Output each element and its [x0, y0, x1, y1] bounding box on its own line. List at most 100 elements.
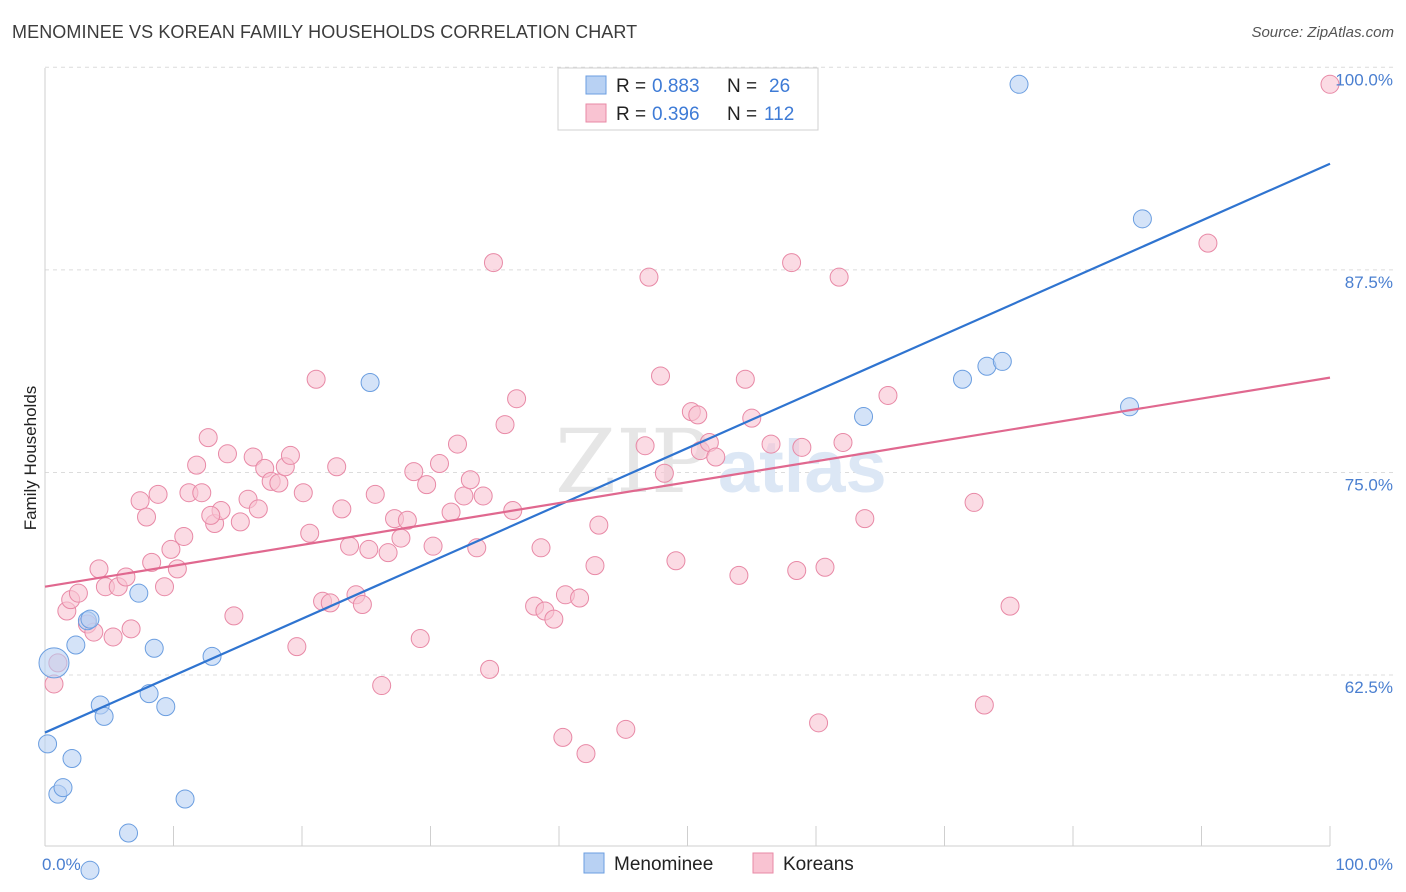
menominee-point-6: [80, 860, 100, 880]
korean-point-103: [833, 432, 853, 452]
x-tick-label-0: 0.0%: [42, 855, 81, 874]
korean-point-52: [378, 543, 398, 563]
y-axis-title: Family Households: [21, 386, 40, 531]
legend-menominee-r-label: R =: [616, 76, 646, 97]
korean-point-89: [688, 405, 708, 425]
menominee-point-3: [62, 748, 82, 768]
korean-point-29: [230, 512, 250, 532]
korean-point-102: [829, 267, 849, 287]
korean-point-64: [460, 470, 480, 490]
korean-point-106: [964, 492, 984, 512]
bottom-legend-menominee-swatch: [583, 852, 605, 874]
korean-point-12: [121, 619, 141, 639]
korean-point-83: [635, 436, 655, 456]
menominee-points: [38, 74, 1152, 880]
korean-point-35: [269, 473, 289, 493]
menominee-point-14: [156, 697, 176, 717]
legend-koreans-n-label: N =: [727, 104, 757, 125]
menominee-point-24: [992, 351, 1012, 371]
korean-point-71: [507, 389, 527, 409]
menominee-point-17: [360, 373, 380, 393]
legend-menominee-n-value: 26: [769, 76, 790, 97]
menominee-point-2: [53, 778, 73, 798]
korean-point-109: [1198, 233, 1218, 253]
korean-point-66: [473, 486, 493, 506]
korean-point-82: [616, 719, 636, 739]
korean-point-58: [417, 475, 437, 495]
korean-point-59: [423, 536, 443, 556]
korean-point-20: [174, 526, 194, 546]
korean-point-14: [137, 507, 157, 527]
korean-point-95: [742, 408, 762, 428]
korean-point-96: [761, 434, 781, 454]
y-tick-labels: 62.5% 75.0% 87.5% 100.0%: [1335, 70, 1393, 697]
legend-menominee-swatch: [585, 75, 607, 95]
source-label: Source: ZipAtlas.com: [1251, 24, 1394, 41]
korean-point-23: [192, 483, 212, 503]
watermark-atlas: atlas: [718, 425, 887, 508]
korean-point-80: [585, 556, 605, 576]
menominee-point-0: [38, 734, 58, 754]
menominee-point-25: [38, 647, 70, 679]
y-tick-label-0: 62.5%: [1345, 678, 1393, 697]
korean-point-4: [68, 583, 88, 603]
menominee-point-7: [80, 609, 100, 629]
menominee-point-15: [175, 789, 195, 809]
korean-point-81: [589, 515, 609, 535]
korean-point-93: [729, 565, 749, 585]
korean-point-7: [89, 559, 109, 579]
korean-point-101: [815, 557, 835, 577]
legend-koreans-swatch: [585, 103, 607, 123]
korean-point-24: [198, 428, 218, 448]
menominee-point-23: [1132, 209, 1152, 229]
korean-point-17: [155, 577, 175, 597]
menominee-point-13: [144, 638, 164, 658]
korean-point-27: [217, 444, 237, 464]
legend-koreans-r-value: 0.396: [652, 104, 700, 125]
gridlines: [45, 66, 1395, 676]
korean-point-78: [570, 588, 590, 608]
menominee-point-22: [1120, 397, 1140, 417]
bottom-legend-menominee: Menominee: [614, 854, 713, 875]
trend-lines: [44, 162, 1331, 734]
korean-point-79: [576, 744, 596, 764]
korean-point-105: [878, 385, 898, 405]
korean-point-51: [372, 676, 392, 696]
korean-point-97: [782, 253, 802, 273]
axes: [44, 68, 1331, 847]
korean-point-31: [243, 447, 263, 467]
y-tick-label-3: 100.0%: [1335, 70, 1393, 89]
korean-point-11: [116, 567, 136, 587]
menominee-point-4: [66, 635, 86, 655]
korean-point-84: [639, 267, 659, 287]
korean-point-18: [161, 539, 181, 559]
korean-point-44: [327, 457, 347, 477]
korean-point-56: [404, 462, 424, 482]
korean-point-9: [103, 627, 123, 647]
x-tick-labels: 0.0% 100.0%: [42, 855, 1393, 874]
x-tick-label-1: 100.0%: [1335, 855, 1393, 874]
korean-point-50: [365, 484, 385, 504]
korean-trend-line: [44, 376, 1331, 588]
korean-point-37: [280, 445, 300, 465]
korean-point-104: [855, 509, 875, 529]
menominee-trend-line: [44, 162, 1331, 734]
korean-point-40: [300, 523, 320, 543]
korean-point-87: [666, 551, 686, 571]
legend-menominee-r-value: 0.883: [652, 76, 700, 97]
korean-point-41: [306, 369, 326, 389]
korean-point-32: [248, 499, 268, 519]
korean-point-107: [974, 695, 994, 715]
korean-point-86: [654, 463, 674, 483]
koreans-points: [44, 74, 1340, 764]
menominee-point-21: [1009, 74, 1029, 94]
legend-menominee-n-label: N =: [727, 76, 757, 97]
korean-point-92: [706, 447, 726, 467]
menominee-point-18: [854, 407, 874, 427]
korean-point-76: [553, 727, 573, 747]
korean-point-110: [1320, 74, 1340, 94]
korean-point-111: [201, 505, 221, 525]
korean-point-75: [544, 609, 564, 629]
chart-title: MENOMINEE VS KOREAN FAMILY HOUSEHOLDS CO…: [12, 22, 638, 42]
